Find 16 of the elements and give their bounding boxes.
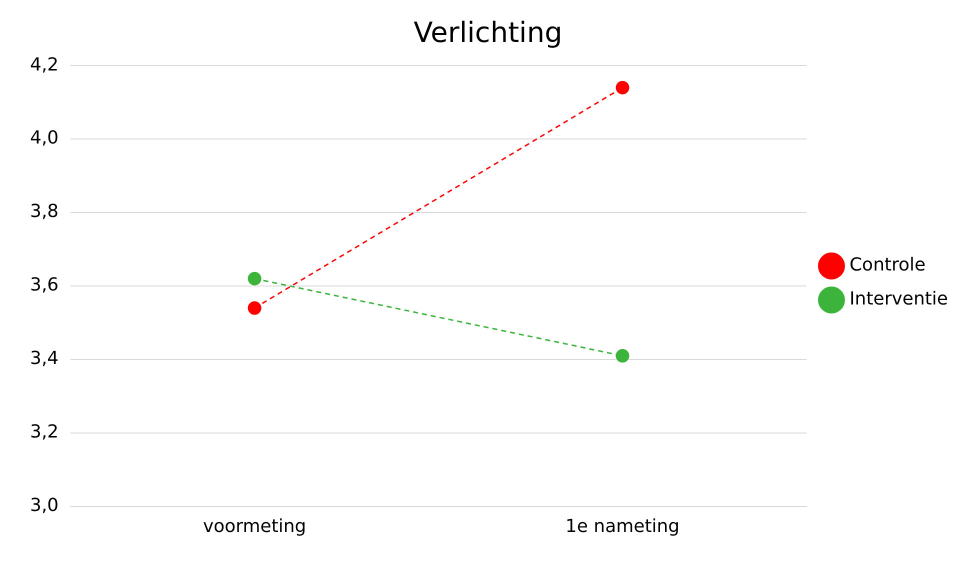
x-tick-label: voormeting	[202, 516, 306, 537]
y-tick-label: 3,6	[30, 274, 59, 296]
point	[616, 349, 630, 363]
point	[616, 80, 630, 94]
y-tick-label: 3,0	[30, 495, 59, 516]
y-tick-label: 3,4	[30, 348, 59, 370]
legend-label: Controle	[849, 254, 926, 276]
x-tick-label: 1e nameting	[565, 516, 680, 537]
y-tick-label: 4,2	[30, 54, 59, 76]
point	[248, 301, 262, 315]
legend-label: Interventie	[849, 288, 948, 310]
y-tick-label: 3,8	[30, 201, 59, 222]
point	[248, 272, 262, 286]
y-tick-label: 4,0	[30, 128, 59, 149]
chart-title: Verlichting	[414, 16, 562, 50]
y-tick-label: 3,2	[30, 422, 59, 443]
